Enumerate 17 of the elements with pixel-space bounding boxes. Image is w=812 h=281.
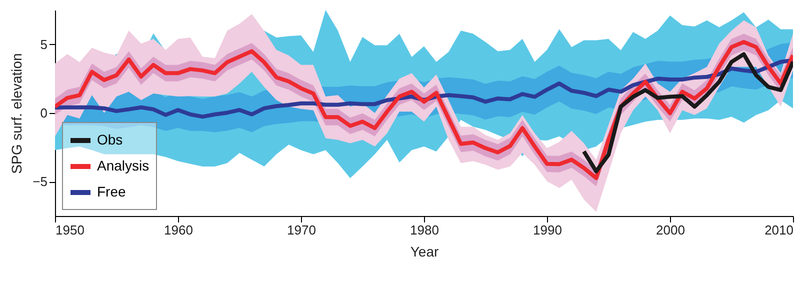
x-tick-label: 1950 — [56, 222, 84, 238]
x-axis-title: Year — [410, 244, 439, 260]
line-series — [55, 58, 793, 119]
y-tick-label: 0 — [40, 106, 48, 120]
x-tick-label: 1960 — [164, 222, 193, 238]
x-tick-label: 1990 — [533, 222, 562, 238]
legend-label: Free — [97, 184, 126, 200]
y-axis-title: SPG surf. elevation — [8, 53, 25, 174]
legend-label: Analysis — [97, 158, 150, 174]
x-tick-label: 1980 — [410, 222, 439, 238]
x-tick-label: 2000 — [656, 222, 685, 238]
x-tick-label: 2010 — [764, 222, 794, 238]
y-tick-label: 5 — [40, 36, 48, 52]
y-tick-label: −5 — [32, 174, 48, 190]
x-tick-label: 1970 — [287, 222, 316, 238]
legend-label: Obs — [97, 132, 123, 148]
line-series — [582, 52, 793, 174]
